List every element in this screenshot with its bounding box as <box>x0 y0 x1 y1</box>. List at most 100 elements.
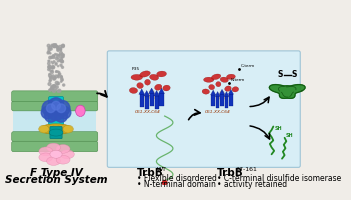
Circle shape <box>52 56 55 58</box>
Polygon shape <box>269 85 305 98</box>
Ellipse shape <box>47 143 60 152</box>
Circle shape <box>63 54 64 56</box>
Polygon shape <box>154 91 159 96</box>
Circle shape <box>60 81 62 82</box>
Text: C61-XX-C64: C61-XX-C64 <box>205 110 231 114</box>
Circle shape <box>54 100 70 116</box>
Polygon shape <box>78 112 83 117</box>
Circle shape <box>62 44 65 47</box>
Polygon shape <box>219 89 225 94</box>
Ellipse shape <box>137 83 143 88</box>
Circle shape <box>49 65 52 68</box>
Circle shape <box>55 63 57 65</box>
Circle shape <box>47 44 50 47</box>
Circle shape <box>48 65 50 67</box>
Ellipse shape <box>39 153 53 162</box>
Circle shape <box>57 48 59 50</box>
Circle shape <box>55 53 56 55</box>
Ellipse shape <box>163 85 170 91</box>
Ellipse shape <box>49 129 63 136</box>
Ellipse shape <box>47 157 60 165</box>
Circle shape <box>60 59 62 61</box>
FancyBboxPatch shape <box>145 96 149 109</box>
Circle shape <box>48 74 52 77</box>
FancyBboxPatch shape <box>12 132 98 141</box>
Ellipse shape <box>209 85 214 90</box>
Circle shape <box>50 70 52 72</box>
FancyBboxPatch shape <box>12 141 98 152</box>
Circle shape <box>51 44 53 46</box>
Circle shape <box>49 46 52 49</box>
Circle shape <box>220 91 224 95</box>
Ellipse shape <box>51 125 61 133</box>
Ellipse shape <box>60 150 74 159</box>
Circle shape <box>55 71 57 73</box>
Ellipse shape <box>40 124 73 134</box>
Ellipse shape <box>216 82 221 87</box>
FancyBboxPatch shape <box>229 94 233 106</box>
Circle shape <box>48 105 64 120</box>
Circle shape <box>57 75 59 76</box>
Circle shape <box>56 71 57 72</box>
Circle shape <box>58 74 60 75</box>
Ellipse shape <box>75 105 85 116</box>
Circle shape <box>61 60 62 61</box>
Circle shape <box>55 44 57 45</box>
Circle shape <box>51 56 52 58</box>
Polygon shape <box>224 92 229 96</box>
Text: F Type IV: F Type IV <box>29 168 82 178</box>
Circle shape <box>59 59 60 61</box>
Ellipse shape <box>56 155 70 164</box>
Ellipse shape <box>220 77 228 82</box>
Circle shape <box>57 55 60 59</box>
Circle shape <box>52 85 55 88</box>
Ellipse shape <box>157 71 166 77</box>
Circle shape <box>56 63 57 64</box>
Circle shape <box>57 82 60 85</box>
Circle shape <box>50 48 52 50</box>
Circle shape <box>55 88 57 90</box>
Circle shape <box>46 104 55 113</box>
Circle shape <box>59 45 62 48</box>
Circle shape <box>51 57 53 58</box>
Circle shape <box>41 107 53 119</box>
Circle shape <box>58 73 61 75</box>
Circle shape <box>57 61 58 62</box>
Circle shape <box>61 45 64 48</box>
Circle shape <box>48 68 50 71</box>
Circle shape <box>53 89 55 92</box>
Circle shape <box>153 94 158 99</box>
Circle shape <box>52 86 54 88</box>
Circle shape <box>163 180 167 185</box>
Ellipse shape <box>154 84 162 90</box>
Circle shape <box>48 52 50 53</box>
Circle shape <box>52 101 60 110</box>
Circle shape <box>53 77 56 80</box>
Circle shape <box>216 95 220 99</box>
Circle shape <box>55 57 58 60</box>
Polygon shape <box>211 90 216 95</box>
FancyBboxPatch shape <box>159 93 164 106</box>
Circle shape <box>51 89 52 90</box>
Text: • activity retained: • activity retained <box>217 180 287 189</box>
Circle shape <box>45 110 57 122</box>
Text: • Flexible disordered: • Flexible disordered <box>137 174 217 183</box>
FancyBboxPatch shape <box>50 126 62 139</box>
FancyBboxPatch shape <box>140 94 144 107</box>
Circle shape <box>61 77 62 79</box>
Ellipse shape <box>130 88 138 93</box>
FancyBboxPatch shape <box>13 100 96 133</box>
Circle shape <box>61 57 62 59</box>
Circle shape <box>48 47 49 49</box>
Circle shape <box>52 66 55 69</box>
Circle shape <box>54 85 56 87</box>
Text: 37-161: 37-161 <box>235 167 257 172</box>
Circle shape <box>48 62 50 65</box>
Circle shape <box>145 94 150 99</box>
Circle shape <box>48 60 49 62</box>
Circle shape <box>55 110 67 122</box>
Text: TrbB: TrbB <box>137 168 164 178</box>
Circle shape <box>60 64 62 66</box>
FancyBboxPatch shape <box>12 91 98 102</box>
Circle shape <box>59 54 60 55</box>
